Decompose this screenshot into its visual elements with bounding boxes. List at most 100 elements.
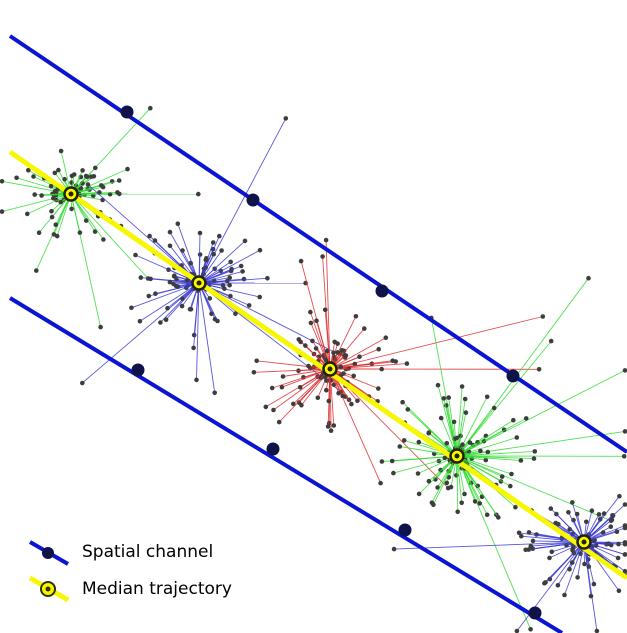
legend-median-label: Median trajectory [82, 579, 232, 599]
ray-point [138, 275, 144, 280]
ray-point [80, 181, 85, 186]
ray-point [107, 192, 113, 197]
ray-point [49, 214, 55, 220]
ray-line [70, 193, 104, 240]
ray-point [32, 192, 37, 197]
ray-point [191, 332, 197, 338]
ray-line [456, 455, 521, 461]
ray-point [526, 547, 531, 552]
median-node [191, 275, 207, 291]
ray-point [93, 165, 98, 171]
ray-point [415, 471, 421, 476]
ray-point [331, 423, 337, 428]
ray-line [456, 369, 626, 457]
ray-point [528, 627, 533, 632]
ray-point [514, 435, 520, 440]
ray-line [329, 337, 387, 370]
ray-point [58, 148, 64, 154]
ray-point [484, 512, 490, 518]
ray-point [53, 222, 59, 227]
ray-point [463, 410, 469, 415]
cluster-5 [391, 493, 627, 633]
ray-line [324, 309, 331, 370]
ray-point [523, 416, 529, 421]
ray-line [456, 455, 612, 522]
ray-point [219, 248, 224, 253]
ray-line [135, 254, 200, 284]
ray-point [207, 296, 213, 301]
ray-point [472, 499, 478, 504]
ray-point [179, 303, 185, 309]
ray-point [194, 377, 199, 383]
ray-point [251, 370, 257, 375]
cluster-4 [379, 275, 627, 632]
ray-point [379, 366, 385, 372]
ray-point [614, 529, 620, 534]
ray-point [444, 441, 450, 446]
median-node [63, 186, 79, 202]
ray-point [241, 276, 247, 282]
ray-point [496, 515, 501, 520]
ray-point [444, 480, 450, 486]
ray-point [483, 457, 489, 463]
ray-point [52, 170, 58, 176]
channel-node [246, 193, 260, 207]
ray-point [227, 275, 232, 281]
ray-point [54, 233, 60, 239]
ray-point [153, 291, 158, 297]
ray-line [329, 328, 365, 370]
ray-point [165, 305, 170, 311]
ray-line [329, 368, 379, 389]
ray-point [514, 628, 520, 633]
ray-point [462, 491, 467, 497]
ray-point [0, 179, 5, 184]
ray-line [329, 368, 382, 484]
channel-node [375, 284, 389, 298]
ray-point [519, 533, 524, 539]
ray-line [456, 277, 589, 457]
ray-point [238, 263, 244, 269]
ray-point [438, 415, 444, 421]
ray-point [416, 439, 422, 445]
ray-point [197, 230, 203, 236]
ray-point [257, 247, 263, 253]
ray-point [98, 324, 103, 330]
median-trajectory-nodes [63, 186, 592, 550]
ray-point [187, 307, 193, 312]
ray-point [562, 592, 567, 598]
ray-point [326, 398, 332, 404]
ray-point [280, 374, 286, 379]
ray-point [210, 240, 216, 245]
ray-point [341, 371, 346, 376]
ray-point [622, 542, 627, 547]
ray-point [324, 387, 329, 393]
ray-point [566, 510, 571, 515]
ray-point [549, 549, 555, 555]
ray-point [435, 485, 440, 490]
ray-point [298, 339, 303, 345]
ray-point [246, 303, 252, 308]
ray-point [276, 419, 282, 425]
channel-node [131, 363, 145, 377]
ray-point [48, 183, 54, 189]
ray-point [339, 348, 345, 353]
ray-point [215, 318, 220, 324]
ray-point [310, 338, 315, 344]
ray-point [322, 307, 328, 313]
ray-point [233, 311, 238, 317]
ray-point [291, 401, 296, 407]
channel-node [266, 442, 280, 456]
ray-point [589, 508, 595, 513]
ray-point [622, 523, 627, 528]
ray-point [617, 493, 622, 499]
ray-point [451, 419, 457, 425]
ray-point [591, 581, 597, 587]
ray-point [298, 258, 304, 264]
ray-point [389, 458, 395, 464]
ray-point [240, 269, 245, 274]
ray-point [167, 279, 173, 285]
ray-point [0, 209, 5, 214]
ray-line [456, 455, 497, 486]
ray-point [39, 193, 44, 198]
